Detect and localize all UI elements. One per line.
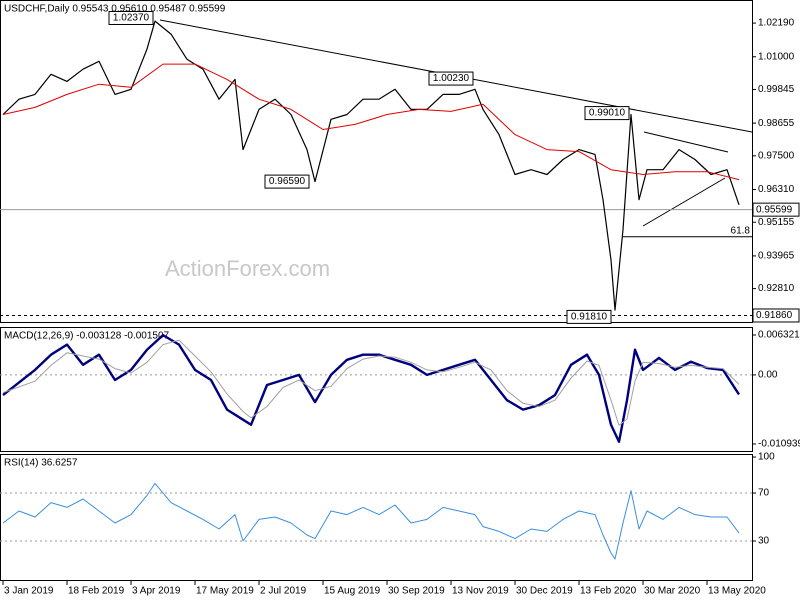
x-tick-label: 17 May 2019	[196, 586, 254, 597]
x-tick-label: 13 Nov 2019	[452, 586, 509, 597]
x-tick-label: 30 Sep 2019	[388, 586, 445, 597]
level-box	[752, 308, 800, 323]
price-line	[2, 339, 740, 426]
rsi-title: RSI(14) 36.6257	[4, 458, 78, 469]
y-tick-label: 0.98655	[758, 118, 795, 129]
y-tick-label: 1.02190	[758, 18, 795, 29]
price-line	[2, 482, 740, 560]
annotation-box	[264, 174, 310, 189]
annotation-label: 0.91810	[571, 312, 608, 323]
annotation-label: 1.00230	[433, 73, 470, 84]
x-tick-label: 30 Dec 2019	[516, 586, 573, 597]
macd-title: MACD(12,26,9) -0.003128 -0.001507	[4, 331, 170, 342]
x-tick-label: 2 Jul 2019	[260, 586, 307, 597]
y-tick-label: 0.95155	[758, 217, 795, 228]
price-line	[2, 63, 740, 181]
x-tick-label: 18 Feb 2019	[68, 586, 125, 597]
y-tick-label: 0.96310	[758, 184, 795, 195]
level-label: 0.91860	[756, 310, 793, 321]
triangle-lower	[642, 177, 726, 227]
y-tick-label: 30	[758, 536, 770, 547]
y-tick-label: 70	[758, 488, 770, 499]
main-panel	[0, 0, 753, 323]
annotation-box	[108, 10, 154, 25]
level-label: 0.95599	[756, 204, 793, 215]
x-tick-label: 13 Feb 2020	[580, 586, 637, 597]
price-line	[2, 333, 741, 443]
y-tick-label: 1.01000	[758, 51, 795, 62]
annotation-box	[566, 309, 612, 324]
price-line	[2, 20, 740, 311]
y-tick-label: 0.93965	[758, 251, 795, 262]
macd-panel	[0, 327, 753, 452]
x-tick-label: 13 May 2020	[708, 586, 766, 597]
level-box	[752, 202, 800, 217]
y-tick-label: 0.006321	[758, 330, 800, 341]
x-tick-label: 3 Apr 2019	[132, 586, 181, 597]
y-tick-label: 0.99845	[758, 84, 795, 95]
y-tick-label: 0.92810	[758, 283, 795, 294]
x-tick-label: 3 Jan 2019	[4, 586, 54, 597]
annotation-box	[428, 71, 474, 86]
y-tick-label: 100	[758, 452, 775, 463]
y-tick-label: 0.00	[758, 370, 778, 381]
annotation-label: 1.02370	[113, 13, 150, 24]
annotation-box	[584, 106, 630, 121]
y-tick-label: 0.97500	[758, 150, 795, 161]
x-tick-label: 15 Aug 2019	[324, 586, 381, 597]
chart-title: USDCHF,Daily 0.95543 0.95610 0.95487 0.9…	[4, 4, 226, 15]
watermark: ActionForex.com	[165, 256, 330, 281]
y-tick-label: -0.010939	[758, 439, 800, 450]
annotation-label: 0.99010	[589, 108, 626, 119]
rsi-panel	[0, 454, 753, 581]
triangle-upper	[643, 131, 729, 153]
x-tick-label: 30 Mar 2020	[644, 586, 701, 597]
annotation-label: 0.96590	[269, 176, 306, 187]
fib-label: 61.8	[731, 225, 751, 236]
